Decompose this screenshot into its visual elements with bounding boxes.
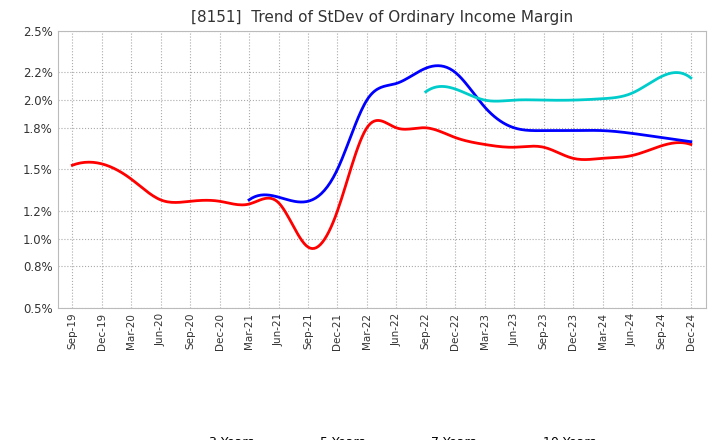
Title: [8151]  Trend of StDev of Ordinary Income Margin: [8151] Trend of StDev of Ordinary Income…	[191, 11, 572, 26]
Legend: 3 Years, 5 Years, 7 Years, 10 Years: 3 Years, 5 Years, 7 Years, 10 Years	[163, 431, 600, 440]
